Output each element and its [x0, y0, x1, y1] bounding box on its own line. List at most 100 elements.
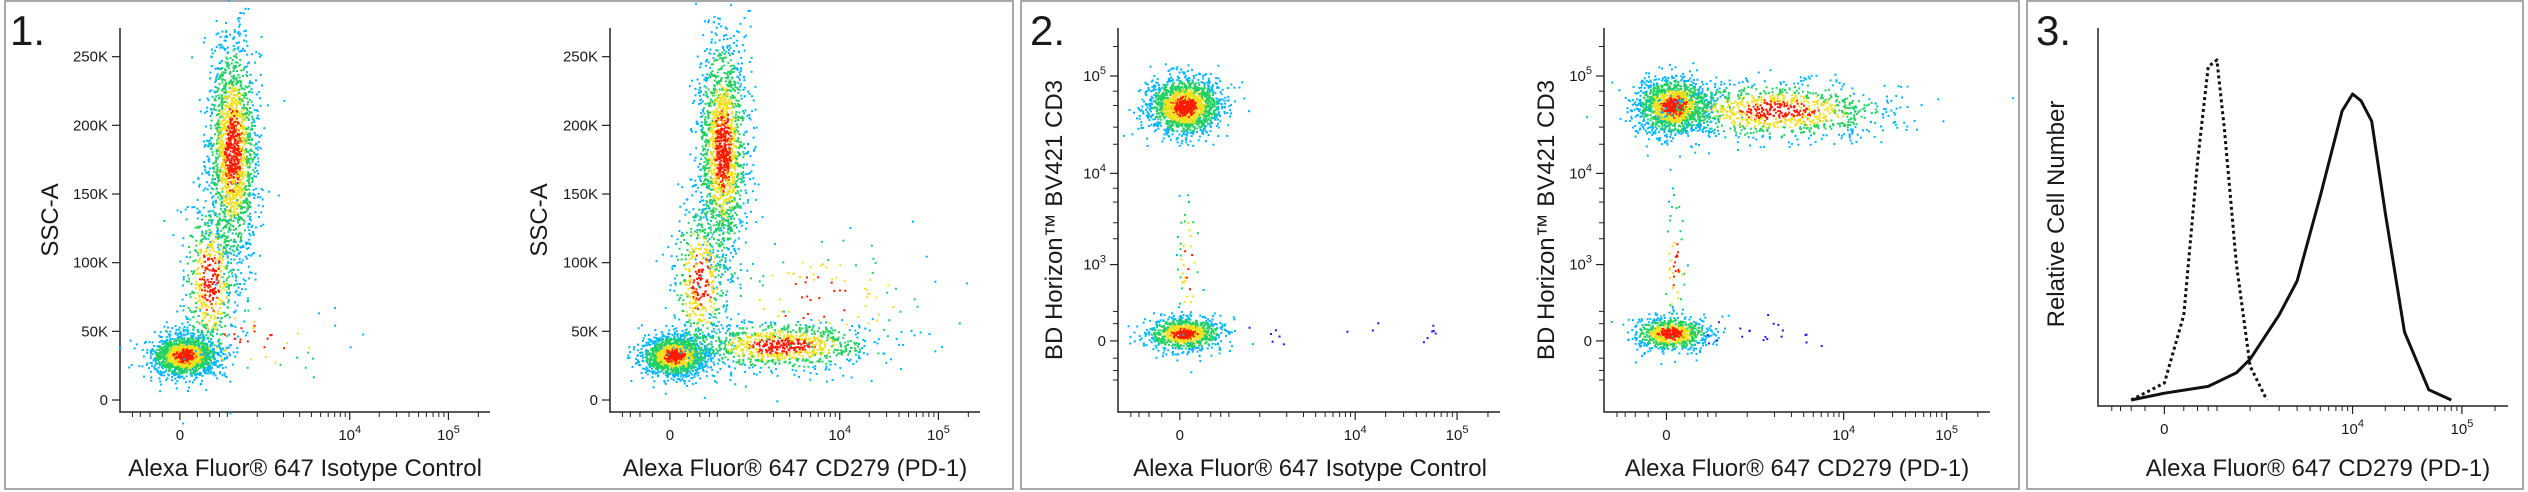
plot-1a-event	[160, 383, 163, 386]
plot-1a-event	[190, 335, 193, 338]
plot-1a-event	[239, 59, 242, 61]
plot-1a-event	[198, 242, 201, 245]
plot-1a-event	[175, 342, 178, 345]
plot-1a-event	[249, 358, 252, 361]
plot-1a-event	[246, 155, 249, 158]
plot-1a-event	[228, 285, 231, 288]
plot-1a-event	[187, 390, 189, 392]
plot-1a-event	[246, 108, 249, 110]
plot-1a-event	[240, 93, 243, 96]
plot-1a-event	[236, 152, 239, 155]
plot-1a-event	[235, 207, 238, 210]
plot-1a-event	[182, 348, 185, 351]
plot-1a-event	[199, 383, 202, 386]
plot-1a-event	[210, 181, 213, 184]
plot-1a-event	[233, 197, 236, 200]
plot-1a-event	[242, 47, 245, 50]
plot-1a-event	[162, 371, 165, 374]
plot-1a-event	[226, 107, 229, 110]
plot-1b-event	[642, 367, 644, 370]
plot-1a-event	[183, 338, 186, 341]
plot-1a-event	[215, 173, 218, 176]
plot-1a-event	[242, 330, 245, 333]
plot-1a-event	[213, 362, 216, 365]
plot-1a-event	[240, 205, 243, 208]
plot-1a-event	[196, 369, 198, 372]
plot-1a-event	[202, 206, 205, 209]
plot-1a-event	[165, 365, 168, 368]
plot-1a-event	[218, 179, 221, 182]
plot-1a-event	[219, 154, 222, 157]
plot-1a-event	[231, 197, 234, 200]
plot-1a-event	[211, 291, 214, 294]
plot-1a-event	[247, 101, 250, 104]
plot-1a-event	[227, 148, 230, 151]
plot-1a-event	[205, 334, 208, 337]
plot-1a-event	[246, 97, 249, 100]
plot-1a-event	[209, 255, 212, 258]
plot-1a-event	[210, 56, 213, 59]
plot-1a-event	[238, 165, 241, 168]
plot-1a-event	[249, 154, 252, 157]
plot-1a-event	[219, 372, 222, 375]
plot-1a-event	[180, 376, 183, 379]
plot-1a-event	[232, 195, 235, 198]
plot-1a-event	[234, 355, 237, 358]
plot-1a-event	[198, 183, 201, 186]
plot-1a-event	[221, 367, 224, 370]
plot-1a-event	[212, 348, 215, 350]
plot-1a-event	[213, 344, 216, 347]
plot-1a-event	[201, 379, 203, 382]
plot-1a-event	[230, 105, 233, 108]
plot-1a-event	[252, 192, 255, 195]
plot-1a-event	[205, 305, 208, 308]
plot-1a-event	[175, 372, 178, 375]
plot-1a-event	[218, 123, 221, 126]
plot-1a-event	[208, 234, 211, 237]
plot-1a-event	[193, 370, 196, 373]
plot-1a-event	[181, 375, 184, 378]
plot-1a-event	[255, 154, 258, 157]
plot-1a-event	[173, 372, 176, 375]
plot-1a-event	[204, 236, 207, 239]
plot-1a-event	[238, 17, 241, 20]
plot-1a-event	[214, 193, 217, 196]
plot-1a-event	[232, 187, 235, 190]
plot-1a-event	[239, 188, 242, 191]
plot-1a-event	[235, 99, 238, 102]
plot-1a-event	[256, 114, 259, 117]
plot-1a-event	[244, 85, 247, 88]
plot-1a-event	[217, 274, 219, 276]
plot-1a-event	[186, 321, 189, 324]
plot-1a-event	[218, 324, 221, 327]
plot-1a-event	[238, 206, 241, 209]
plot-1b-event	[724, 332, 727, 335]
plot-1a-event	[203, 286, 206, 289]
plot-1a-event	[175, 353, 178, 356]
plot-1a-event	[217, 87, 220, 90]
plot-1a-event	[228, 87, 231, 90]
plot-1a-event	[169, 341, 172, 343]
plot-1a-event	[207, 362, 210, 365]
plot-1a-event	[234, 301, 237, 304]
plot-1a-event	[226, 335, 229, 338]
plot-1a-event	[186, 262, 189, 265]
plot-1a-event	[172, 234, 175, 237]
plot-1a-event	[215, 346, 218, 349]
plot-1a-event	[232, 363, 234, 366]
plot-1a-event	[243, 108, 245, 111]
plot-1a-event	[215, 20, 218, 22]
plot-1a-event	[233, 74, 235, 77]
plot-1b-event	[633, 346, 636, 348]
plot-1a-event	[214, 49, 217, 52]
plot-1a-event	[215, 360, 218, 363]
plot-1a-event	[206, 188, 209, 191]
plot-1a-event	[218, 135, 221, 138]
plot-1a-event	[183, 337, 186, 340]
plot-1a-event	[254, 194, 257, 197]
plot-1a-event	[248, 98, 251, 101]
plot-1a-event	[230, 179, 233, 182]
plot-1a-event	[196, 362, 199, 365]
plot-1a-event	[218, 255, 221, 258]
plot-1a-event	[229, 113, 232, 116]
